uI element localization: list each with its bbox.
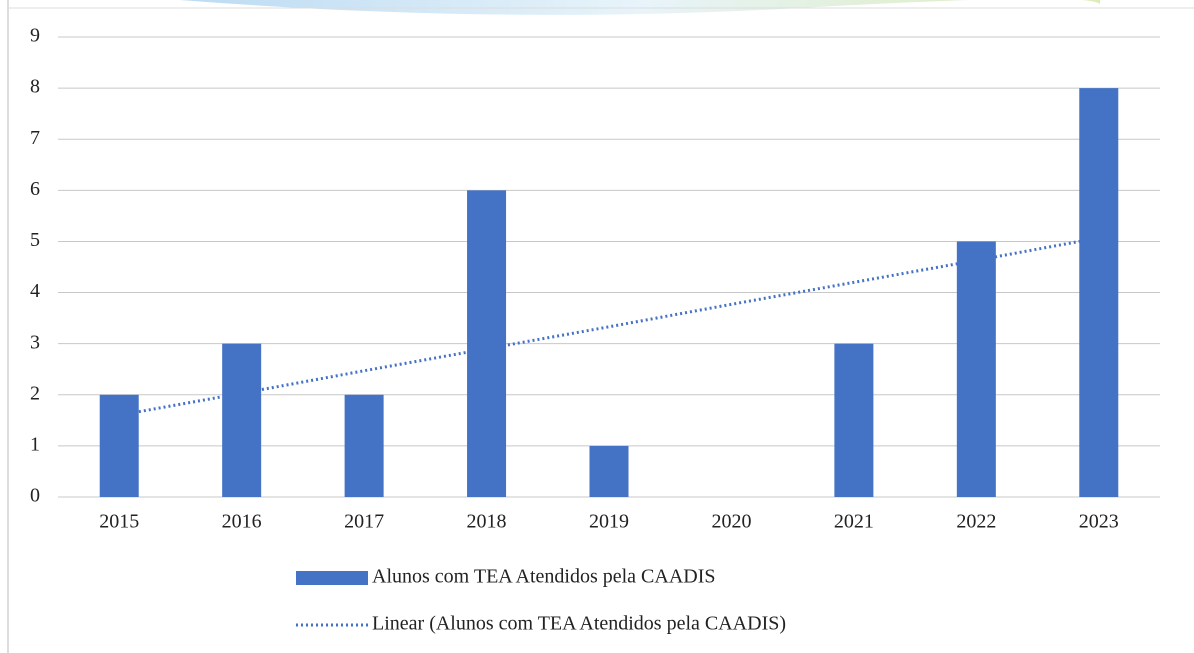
legend-label: Linear (Alunos com TEA Atendidos pela CA…: [372, 613, 786, 635]
y-tick-label: 8: [30, 76, 40, 98]
legend-swatch: [296, 571, 368, 585]
y-tick-label: 3: [30, 331, 40, 353]
y-tick-label: 4: [30, 280, 40, 302]
page: {"chart_data": {"type": "bar", "categori…: [0, 0, 1194, 653]
x-tick-label: 2021: [834, 511, 874, 533]
x-tick-label: 2022: [956, 511, 996, 533]
trend-line: [119, 238, 1099, 415]
bar: [467, 190, 506, 497]
bar: [100, 395, 139, 497]
y-tick-label: 1: [30, 433, 40, 455]
x-tick-label: 2023: [1079, 511, 1119, 533]
x-tick-label: 2016: [222, 511, 262, 533]
x-tick-label: 2020: [711, 511, 751, 533]
y-tick-label: 0: [30, 485, 40, 507]
bar: [1079, 88, 1118, 497]
bar: [222, 344, 261, 497]
bar: [834, 344, 873, 497]
x-tick-label: 2015: [99, 511, 139, 533]
y-tick-label: 2: [30, 382, 40, 404]
y-tick-label: 6: [30, 178, 40, 200]
chart: 0 1 2 3 4 5 6 7 8 9 2015 2016 2017 2018 2019 2020 2021 20…: [0, 0, 1194, 653]
bar: [957, 241, 996, 497]
legend-label: Alunos com TEA Atendidos pela CAADIS: [372, 566, 716, 588]
y-tick-label: 9: [30, 25, 40, 47]
bar: [345, 395, 384, 497]
decoration: [180, 0, 1100, 15]
y-tick-label: 5: [30, 229, 40, 251]
y-tick-label: 7: [30, 127, 40, 149]
bar: [590, 446, 629, 497]
x-tick-label: 2017: [344, 511, 384, 533]
x-tick-label: 2019: [589, 511, 629, 533]
x-tick-label: 2018: [467, 511, 507, 533]
